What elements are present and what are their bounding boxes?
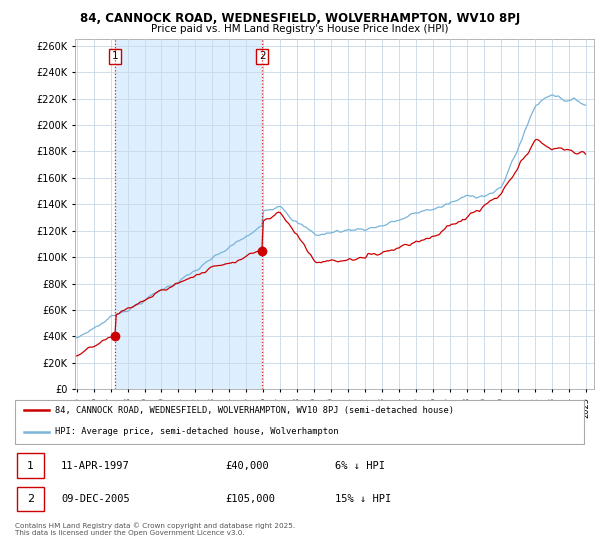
Text: 1: 1 [27, 461, 34, 470]
Text: 1: 1 [112, 52, 119, 62]
Bar [115, 39, 262, 389]
Text: Price paid vs. HM Land Registry's House Price Index (HPI): Price paid vs. HM Land Registry's House … [151, 24, 449, 34]
Text: 84, CANNOCK ROAD, WEDNESFIELD, WOLVERHAMPTON, WV10 8PJ (semi-detached house): 84, CANNOCK ROAD, WEDNESFIELD, WOLVERHAM… [55, 406, 454, 415]
Text: 2: 2 [259, 52, 265, 62]
Text: 11-APR-1997: 11-APR-1997 [61, 461, 130, 470]
FancyBboxPatch shape [17, 487, 44, 511]
Text: 84, CANNOCK ROAD, WEDNESFIELD, WOLVERHAMPTON, WV10 8PJ: 84, CANNOCK ROAD, WEDNESFIELD, WOLVERHAM… [80, 12, 520, 25]
Text: HPI: Average price, semi-detached house, Wolverhampton: HPI: Average price, semi-detached house,… [55, 427, 338, 436]
Text: 15% ↓ HPI: 15% ↓ HPI [335, 494, 391, 504]
Text: 6% ↓ HPI: 6% ↓ HPI [335, 461, 385, 470]
FancyBboxPatch shape [15, 399, 584, 444]
Text: 2: 2 [27, 494, 34, 504]
Text: £105,000: £105,000 [225, 494, 275, 504]
Text: £40,000: £40,000 [225, 461, 269, 470]
Text: 09-DEC-2005: 09-DEC-2005 [61, 494, 130, 504]
Text: Contains HM Land Registry data © Crown copyright and database right 2025.
This d: Contains HM Land Registry data © Crown c… [15, 522, 295, 535]
FancyBboxPatch shape [17, 454, 44, 478]
